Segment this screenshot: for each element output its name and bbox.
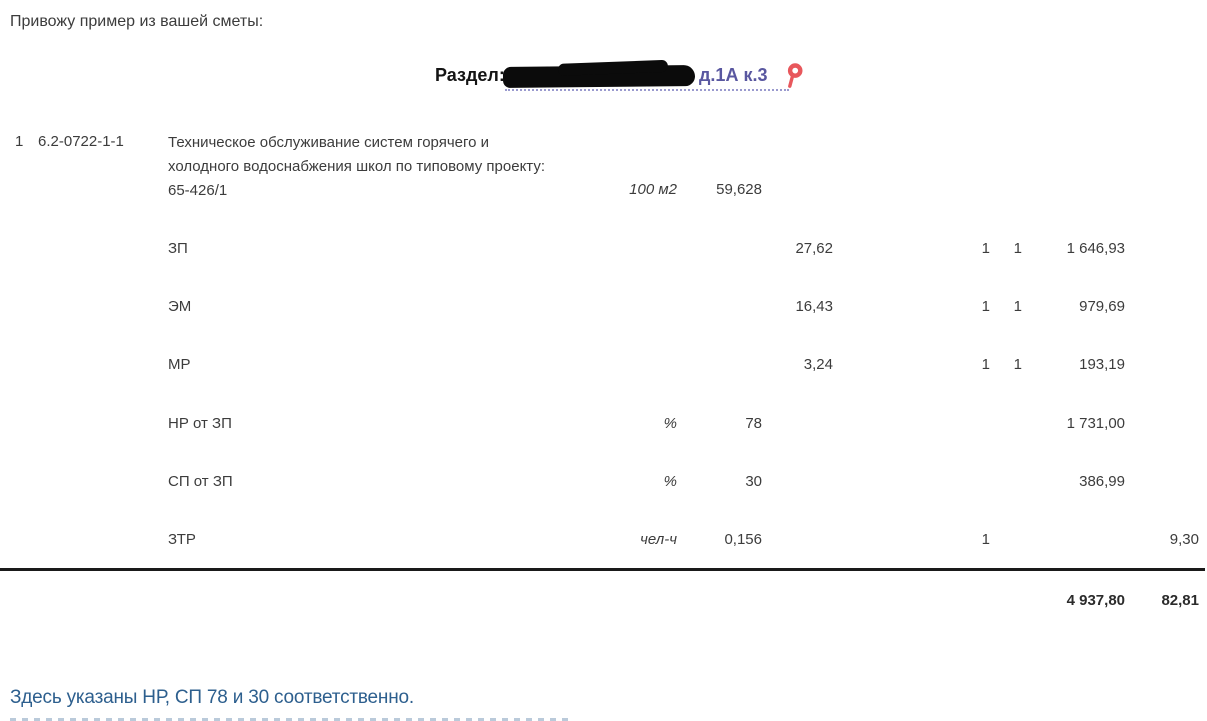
row-amount: 193,19 — [1079, 356, 1125, 373]
item-description: Техническое обслуживание систем горячего… — [168, 134, 546, 199]
row-qty: 30 — [745, 473, 762, 490]
totals-divider-line — [0, 568, 1205, 571]
row-coef2: 1 — [1013, 298, 1022, 315]
section-title-label: Раздел: — [435, 65, 505, 85]
row-label: ЗТР — [168, 531, 196, 548]
row-coef1: 1 — [981, 298, 990, 315]
row-amount: 386,99 — [1079, 473, 1125, 490]
row-label: СП от ЗП — [168, 473, 233, 490]
row-value: 3,24 — [803, 356, 833, 373]
row-value: 16,43 — [795, 298, 833, 315]
item-code: 6.2-0722-1-1 — [38, 133, 124, 150]
row-label: МР — [168, 356, 191, 373]
row-unit: % — [663, 473, 677, 490]
item-row: 1 6.2-0722-1-1 — [0, 133, 1207, 155]
table-row-mr: МР 3,24 1 1 193,19 — [0, 356, 1207, 378]
row-unit: % — [663, 415, 677, 432]
cutoff-text-line — [10, 718, 570, 721]
redaction-blob — [502, 64, 696, 89]
table-row-nr: НР от ЗП % 78 1 731,00 — [0, 415, 1207, 437]
section-location-link[interactable]: д.1А к.3 — [699, 65, 768, 85]
row-label: ЭМ — [168, 298, 192, 315]
footer-note: Здесь указаны НР, СП 78 и 30 соответстве… — [10, 687, 414, 708]
row-coef1: 1 — [981, 356, 990, 373]
table-row-zp: ЗП 27,62 1 1 1 646,93 — [0, 240, 1207, 262]
row-unit: чел-ч — [640, 531, 677, 548]
row-label: НР от ЗП — [168, 415, 232, 432]
table-row-sp: СП от ЗП % 30 386,99 — [0, 473, 1207, 495]
row-value: 27,62 — [795, 240, 833, 257]
row-amount2: 9,30 — [1169, 531, 1199, 548]
row-coef1: 1 — [981, 531, 990, 548]
row-amount: 1 646,93 — [1066, 240, 1125, 257]
row-qty: 0,156 — [724, 531, 762, 548]
intro-text: Привожу пример из вашей сметы: — [10, 13, 264, 30]
item-unit-row: 100 м2 59,628 — [0, 181, 1207, 203]
dotted-underline — [505, 89, 789, 91]
row-label: ЗП — [168, 240, 188, 257]
row-coef2: 1 — [1013, 240, 1022, 257]
row-amount: 979,69 — [1079, 298, 1125, 315]
totals-row: 4 937,80 82,81 — [0, 592, 1207, 614]
row-amount: 1 731,00 — [1066, 415, 1125, 432]
table-row-em: ЭМ 16,43 1 1 979,69 — [0, 298, 1207, 320]
row-coef1: 1 — [981, 240, 990, 257]
row-qty: 78 — [745, 415, 762, 432]
table-row-ztr: ЗТР чел-ч 0,156 1 9,30 — [0, 531, 1207, 553]
item-quantity: 59,628 — [716, 181, 762, 198]
row-coef2: 1 — [1013, 356, 1022, 373]
item-unit: 100 м2 — [629, 181, 677, 198]
total-labor: 82,81 — [1161, 592, 1199, 609]
map-pin-icon[interactable] — [785, 62, 803, 89]
total-amount: 4 937,80 — [1066, 592, 1125, 609]
item-number: 1 — [15, 133, 24, 150]
